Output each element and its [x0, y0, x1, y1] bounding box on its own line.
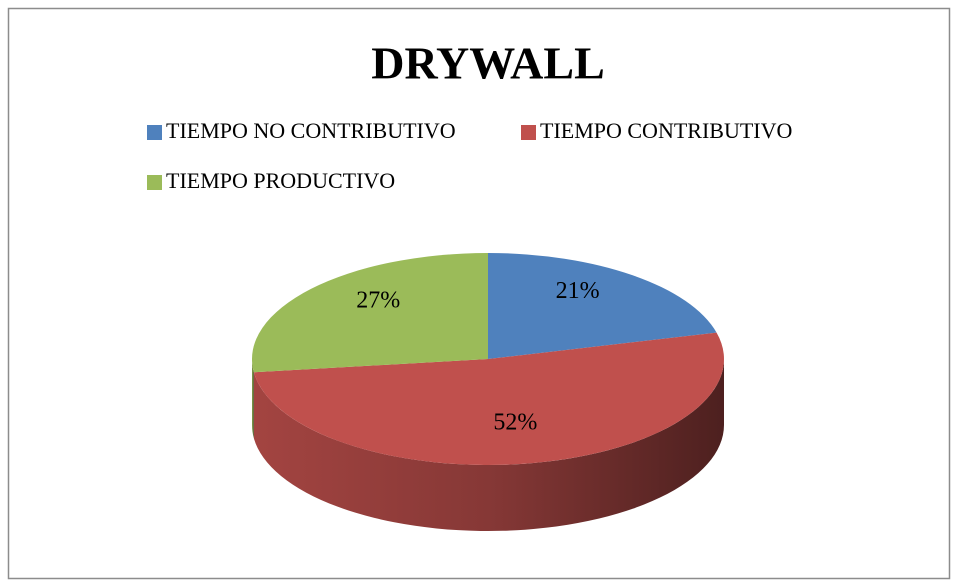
legend-swatch [521, 125, 536, 140]
legend-swatch [147, 125, 162, 140]
data-label: 21% [556, 278, 600, 304]
pie-slice [253, 332, 724, 465]
data-label: 27% [356, 287, 400, 313]
legend-label: TIEMPO CONTRIBUTIVO [540, 118, 792, 143]
legend-label: TIEMPO PRODUCTIVO [166, 168, 395, 193]
pie-slice [488, 253, 717, 359]
chart-title: DRYWALL [371, 38, 605, 89]
legend-label: TIEMPO NO CONTRIBUTIVO [166, 118, 456, 143]
data-label: 52% [493, 409, 537, 435]
legend-swatch [147, 175, 162, 190]
pie-slice-side [253, 359, 724, 532]
pie-slice [252, 253, 488, 373]
pie-slice-side [252, 359, 254, 439]
